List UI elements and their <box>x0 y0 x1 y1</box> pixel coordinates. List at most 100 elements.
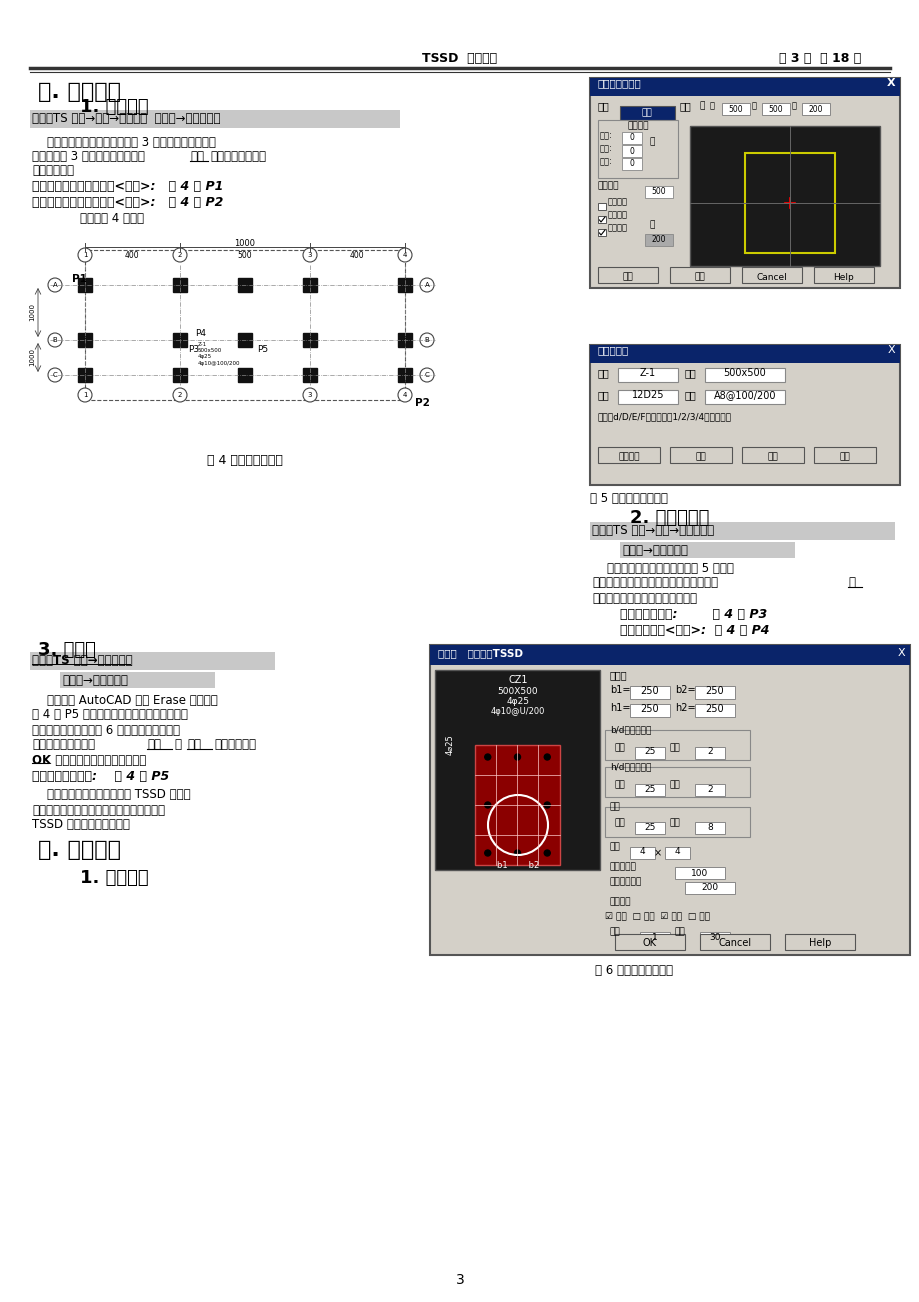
Text: OK 按钮，命令行出现以下提示：: OK 按钮，命令行出现以下提示： <box>32 754 146 767</box>
Bar <box>78 333 92 348</box>
Text: 菜单：TS 平面→柱子→插方类柱  （柱子→插方类柱）: 菜单：TS 平面→柱子→插方类柱 （柱子→插方类柱） <box>32 112 221 125</box>
Circle shape <box>544 754 550 760</box>
Bar <box>173 368 187 381</box>
Text: P1: P1 <box>72 273 86 284</box>
Text: 直径: 直径 <box>614 819 625 828</box>
Text: Help: Help <box>808 937 830 948</box>
Text: 提示：d/D/E/F自动转换为1/2/3/4级钢筋符号: 提示：d/D/E/F自动转换为1/2/3/4级钢筋符号 <box>597 413 732 422</box>
Text: 框中输入图 3 中的数据，然后点取: 框中输入图 3 中的数据，然后点取 <box>32 151 144 164</box>
Text: 250: 250 <box>705 686 723 697</box>
Text: b1        b2: b1 b2 <box>496 861 539 870</box>
Text: ×: × <box>653 848 662 858</box>
Bar <box>694 747 724 759</box>
Text: 和: 和 <box>174 738 181 751</box>
Text: 菜单：TS 构件→矩形柱截面: 菜单：TS 构件→矩形柱截面 <box>32 655 132 668</box>
Bar <box>589 522 894 540</box>
Bar <box>618 391 677 404</box>
Circle shape <box>173 388 187 402</box>
Text: 中: 中 <box>751 102 756 111</box>
Bar <box>634 747 664 759</box>
Bar <box>630 704 669 717</box>
Circle shape <box>514 850 520 855</box>
Text: 第 3 页  共 18 页: 第 3 页 共 18 页 <box>778 52 860 65</box>
Bar <box>621 158 641 171</box>
Text: 二. 建立柱网: 二. 建立柱网 <box>38 82 121 102</box>
Text: 500x500: 500x500 <box>723 368 766 378</box>
Text: 取消: 取消 <box>766 453 777 461</box>
Text: 区域: 区域 <box>694 272 705 281</box>
Text: 首先利用 AutoCAD 中的 Erase 命令擦除: 首先利用 AutoCAD 中的 Erase 命令擦除 <box>32 694 218 707</box>
Bar <box>694 686 734 699</box>
Bar <box>694 822 724 835</box>
Bar <box>605 730 749 760</box>
Bar <box>238 368 252 381</box>
Circle shape <box>484 850 490 855</box>
Bar <box>621 132 641 145</box>
Text: 上: 上 <box>699 102 705 111</box>
Text: 250: 250 <box>640 704 659 713</box>
Text: 200: 200 <box>808 104 823 113</box>
Bar <box>614 934 685 950</box>
Text: 图 6 矩形柱截面对话框: 图 6 矩形柱截面对话框 <box>595 963 673 976</box>
Text: 纵筋: 纵筋 <box>597 391 609 400</box>
Text: C: C <box>425 372 429 378</box>
Bar <box>784 934 854 950</box>
Circle shape <box>544 802 550 809</box>
Bar <box>621 145 641 158</box>
Text: 4: 4 <box>639 848 644 857</box>
Bar <box>813 447 875 464</box>
Text: 2: 2 <box>177 253 182 258</box>
Text: 直径: 直径 <box>614 780 625 789</box>
Text: TSSD  自学教程: TSSD 自学教程 <box>422 52 497 65</box>
Circle shape <box>398 247 412 262</box>
Text: A: A <box>425 283 429 288</box>
Bar <box>30 109 400 128</box>
Text: 柱心定义: 柱心定义 <box>607 211 628 220</box>
Text: Z-1: Z-1 <box>640 368 655 378</box>
Bar <box>474 745 560 865</box>
Bar <box>173 279 187 292</box>
Text: 1000: 1000 <box>29 348 35 366</box>
Circle shape <box>420 279 434 292</box>
Text: 确定: 确定 <box>695 453 706 461</box>
Text: 4⌀25: 4⌀25 <box>445 734 454 755</box>
Text: 25: 25 <box>643 785 655 793</box>
Bar <box>78 368 92 381</box>
Text: 柱截面   欢迎使用TSSD: 柱截面 欢迎使用TSSD <box>437 648 522 658</box>
Text: 楼幢数柱: 楼幢数柱 <box>607 198 628 207</box>
Circle shape <box>484 754 490 760</box>
Text: 右: 右 <box>791 102 796 111</box>
Bar <box>664 848 689 859</box>
Text: 400: 400 <box>125 250 139 259</box>
Text: h1=: h1= <box>609 703 630 713</box>
Circle shape <box>398 388 412 402</box>
Text: 三. 布置地梁: 三. 布置地梁 <box>38 840 121 861</box>
Text: 500: 500 <box>651 187 665 197</box>
Text: 纵偏:: 纵偏: <box>599 145 612 154</box>
Text: OK: OK <box>642 937 656 948</box>
Text: 相应的数据，并关闭: 相应的数据，并关闭 <box>32 738 95 751</box>
Text: 左: 左 <box>709 102 714 111</box>
Text: TSSD 中的梁线绘制功能。: TSSD 中的梁线绘制功能。 <box>32 819 130 832</box>
Text: 0: 0 <box>629 160 634 168</box>
Bar <box>669 447 732 464</box>
Bar <box>302 279 317 292</box>
Text: P2: P2 <box>414 398 429 408</box>
Bar <box>398 279 412 292</box>
Bar <box>435 671 599 870</box>
Bar <box>675 867 724 879</box>
Text: 3: 3 <box>455 1273 464 1286</box>
Bar <box>302 333 317 348</box>
Text: B: B <box>425 337 429 342</box>
Text: 定形: 定形 <box>641 108 652 117</box>
Bar <box>742 447 803 464</box>
Bar <box>744 154 834 253</box>
Text: 根数: 根数 <box>669 743 680 753</box>
Text: 话框，输入柱子相关的标注数据后，点取: 话框，输入柱子相关的标注数据后，点取 <box>591 577 717 590</box>
Text: h/d一例中箍筋: h/d一例中箍筋 <box>609 763 651 772</box>
Text: 选项后，点取: 选项后，点取 <box>214 738 255 751</box>
Bar <box>619 105 675 120</box>
Text: 请选择图形插入点:    图 4 中 P5: 请选择图形插入点: 图 4 中 P5 <box>32 769 169 783</box>
Bar <box>597 267 657 283</box>
Bar <box>634 784 664 796</box>
